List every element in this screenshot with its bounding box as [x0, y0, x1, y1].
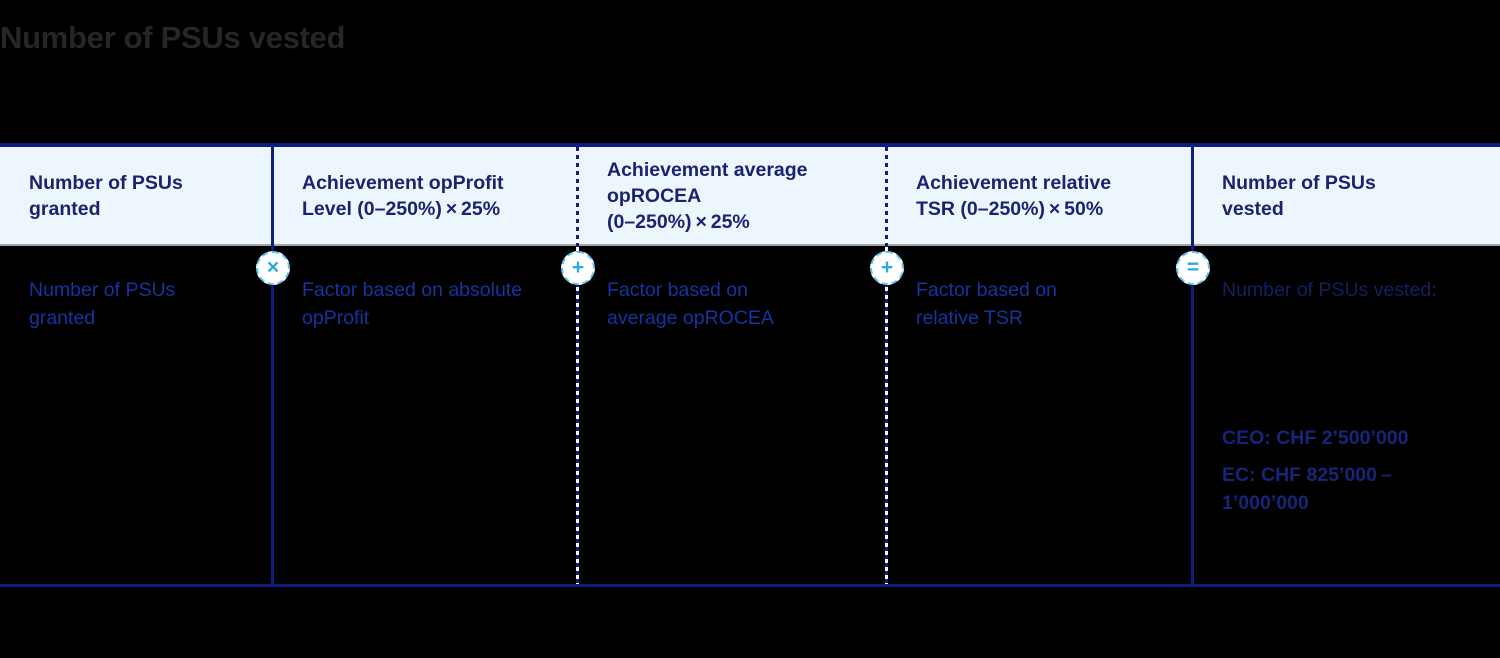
header-label: Number of PSUs granted	[29, 171, 183, 220]
header-cell-oprocea: Achievement average opROCEA (0–250%) × 2…	[578, 147, 887, 244]
ceo-amount: CEO: CHF 2’500’000	[1222, 427, 1409, 449]
header-cell-opprofit: Achievement opProfit Level (0–250%) × 25…	[273, 147, 578, 244]
body-cell-psus-vested: Number of PSUs vested: CEO: CHF 2’500’00…	[1193, 276, 1500, 517]
body-label: Number of PSUs granted	[29, 279, 176, 329]
figure-title: Number of PSUs vested	[0, 20, 346, 55]
ec-amount: EC: CHF 825’000 – 1’000’000	[1222, 464, 1392, 514]
header-cell-psus-granted: Number of PSUs granted	[0, 147, 273, 244]
multiply-operator-icon: ×	[256, 251, 290, 285]
header-label: Achievement opProfit Level (0–250%) × 25…	[302, 171, 504, 220]
bottom-rule	[0, 584, 1500, 587]
body-cell-opprofit: Factor based on absolute opProfit	[273, 276, 578, 332]
body-cell-oprocea: Factor based on average opROCEA	[578, 276, 887, 332]
header-label: Achievement average opROCEA (0–250%) × 2…	[607, 158, 808, 233]
header-label: Number of PSUs vested	[1222, 171, 1376, 220]
body-cell-tsr: Factor based on relative TSR	[887, 276, 1193, 332]
plus-operator-icon: +	[561, 251, 595, 285]
body-cell-psus-granted: Number of PSUs granted	[0, 276, 273, 332]
header-cell-psus-vested: Number of PSUs vested	[1193, 147, 1500, 244]
result-label: Number of PSUs vested:	[1222, 279, 1437, 301]
plus-operator-icon: +	[870, 251, 904, 285]
divider-dashed-2	[576, 147, 579, 587]
header-band: Number of PSUs granted Achievement opPro…	[0, 143, 1500, 246]
header-label: Achievement relative TSR (0–250%) × 50%	[916, 171, 1112, 220]
divider-solid-1	[271, 143, 274, 587]
divider-solid-4	[1191, 143, 1194, 587]
body-label: Factor based on average opROCEA	[607, 279, 774, 329]
body-label: Factor based on relative TSR	[916, 279, 1057, 329]
equals-operator-icon: =	[1176, 251, 1210, 285]
header-cell-tsr: Achievement relative TSR (0–250%) × 50%	[887, 147, 1193, 244]
divider-dashed-3	[885, 147, 888, 587]
body-label: Factor based on absolute opProfit	[302, 279, 523, 329]
body-row: Number of PSUs granted Factor based on a…	[0, 276, 1500, 517]
